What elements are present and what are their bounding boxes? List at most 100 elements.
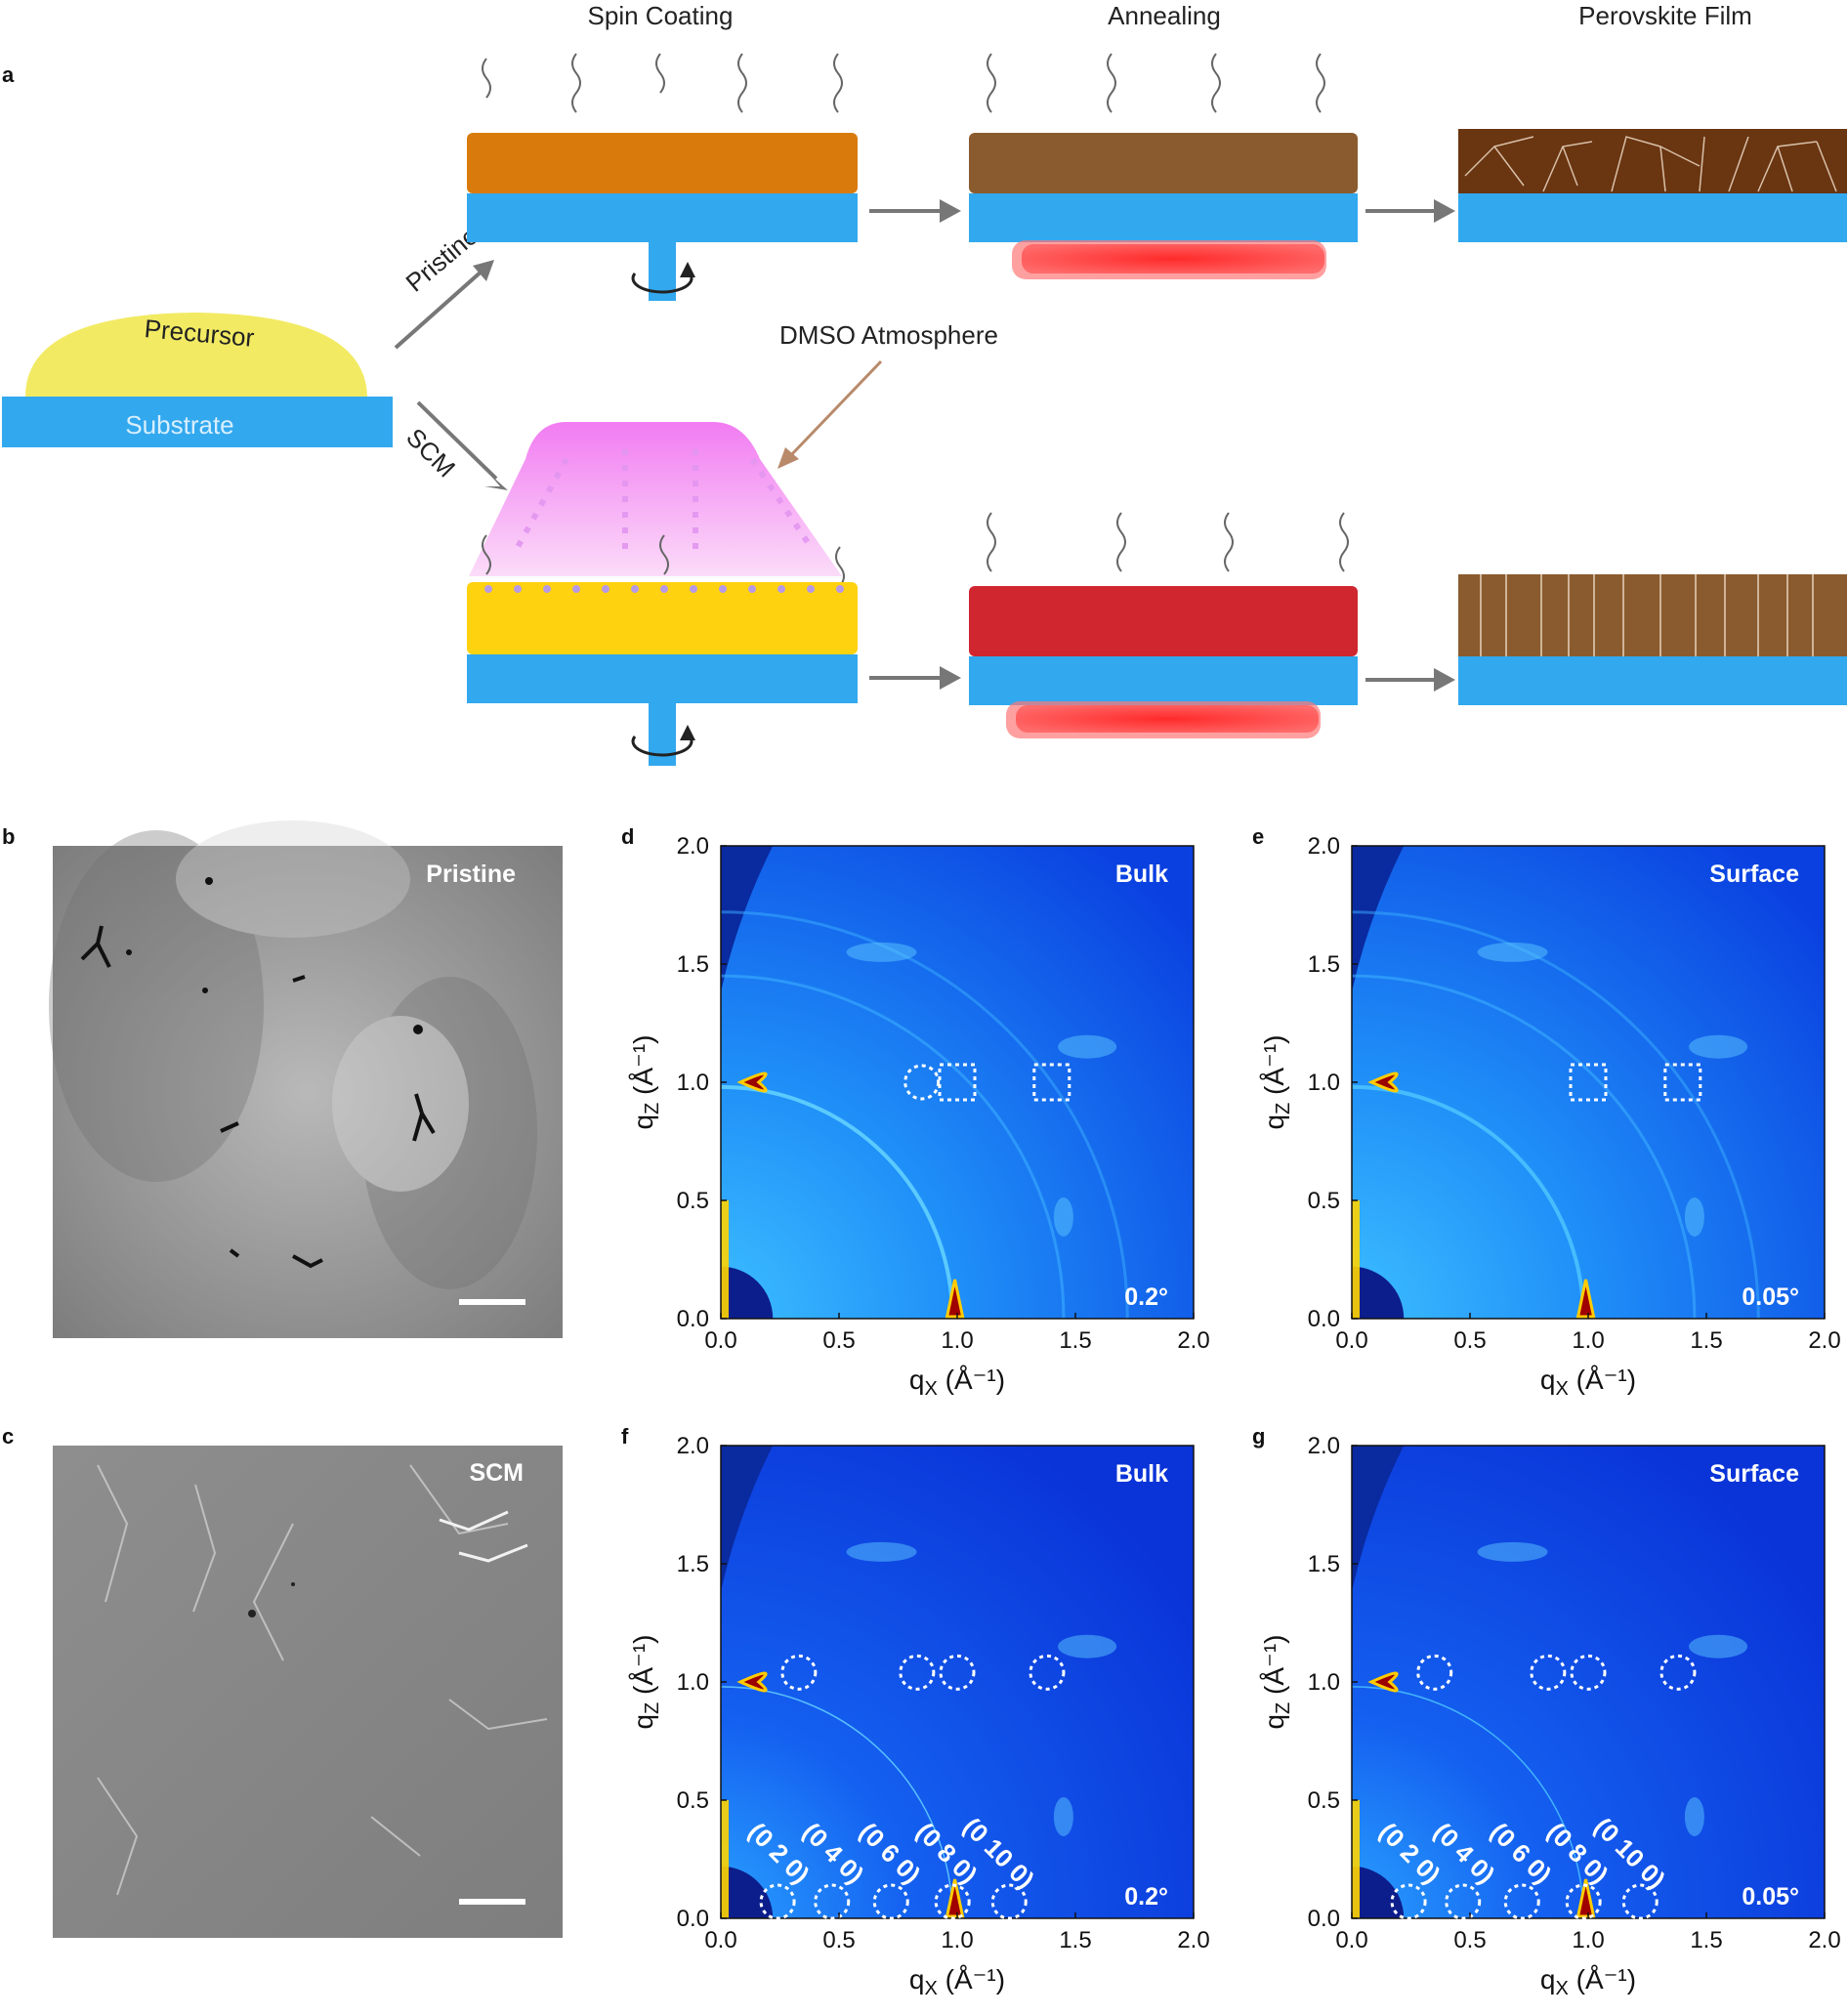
intermediate-film-layer — [467, 582, 858, 654]
sem-terraces — [97, 1464, 548, 1896]
dmso-cone — [469, 422, 842, 576]
perovskite-film-pristine — [1458, 129, 1847, 242]
heatmap-image — [721, 846, 1194, 1319]
roi-circle-marker — [759, 1883, 796, 1920]
roi-circle-marker — [1565, 1883, 1602, 1920]
y-tick-label: 1.0 — [677, 1070, 709, 1096]
x-tick-label: 1.5 — [1059, 1927, 1091, 1953]
heatmap-image — [1352, 1446, 1825, 1918]
peak-spot — [945, 1279, 965, 1319]
diffuse-spot — [1053, 1197, 1073, 1237]
x-tick-label: 1.5 — [1690, 1327, 1722, 1354]
x-tick-label: 0.5 — [1453, 1327, 1486, 1354]
substrate-label: Substrate — [125, 410, 233, 440]
x-tick-label: 1.0 — [941, 1927, 973, 1953]
x-tick-label: 1.0 — [1572, 1327, 1604, 1354]
y-axis-label: qZ (Å⁻¹) — [628, 1634, 663, 1729]
panel-label-c: c — [2, 1424, 14, 1449]
y-tick-label: 0.0 — [1308, 1306, 1340, 1332]
arrow-scm — [416, 400, 498, 481]
y-tick-label: 1.5 — [1308, 1551, 1340, 1577]
beamstop — [721, 1866, 774, 1918]
diffuse-spot — [1058, 1634, 1117, 1659]
y-tick-label: 1.0 — [677, 1669, 709, 1696]
scale-bar — [459, 1299, 525, 1305]
y-tick-label: 2.0 — [677, 833, 709, 860]
peak-spot — [1367, 1671, 1399, 1693]
x-tick-label: 2.0 — [1808, 1927, 1840, 1953]
specular-edge — [721, 1800, 729, 1918]
x-tick-label: 1.5 — [1059, 1327, 1091, 1354]
diffuse-spot — [1684, 1197, 1704, 1237]
panel-label-a: a — [2, 63, 15, 87]
x-tick-label: 2.0 — [1177, 1927, 1209, 1953]
roi-circle-marker — [934, 1883, 971, 1920]
roi-circle-marker — [1530, 1654, 1567, 1691]
x-axis-label: qX (Å⁻¹) — [1540, 1365, 1636, 1400]
roi-circle-marker — [780, 1654, 818, 1691]
diffraction-ring — [1352, 974, 1697, 1319]
step-annealing: Annealing — [1108, 1, 1221, 30]
rotation-arrow-icon — [631, 733, 693, 757]
columnar-film-layer — [1458, 574, 1847, 656]
region-label: Bulk — [1115, 1460, 1168, 1488]
spin-coating-pristine — [467, 53, 858, 301]
giwaxs-panel-d: 0.0 0.5 1.0 1.5 2.0 0.0 0.5 1.0 1.5 2.0 qX (Å⁻¹) qZ… — [621, 824, 1210, 1400]
x-tick-label: 0.0 — [1335, 1327, 1367, 1354]
incidence-angle-label: 0.2° — [1124, 1883, 1168, 1911]
x-tick-label: 0.0 — [704, 1927, 736, 1953]
sem-bright-edges — [439, 1510, 528, 1563]
peak-spot — [1575, 1279, 1596, 1319]
pristine-row — [467, 53, 1847, 301]
panel-label-b: b — [2, 824, 15, 849]
roi-square-marker — [1663, 1063, 1702, 1102]
roi-circle-marker — [1570, 1654, 1607, 1691]
y-tick-label: 2.0 — [1308, 833, 1340, 860]
diffuse-spot — [846, 1541, 917, 1562]
x-tick-label: 0.0 — [1335, 1927, 1367, 1953]
heatmap-signal-region — [1352, 846, 1825, 1319]
roi-square-marker — [1569, 1063, 1608, 1102]
arrow-right-icon — [940, 199, 961, 223]
annealed-intermediate-layer — [969, 586, 1358, 656]
y-tick-label: 1.5 — [1308, 951, 1340, 978]
spin-coating-scm — [467, 422, 858, 766]
heatmap-signal-region — [721, 1446, 1194, 1918]
panel-label-e: e — [1252, 824, 1264, 849]
y-axis-label: qZ (Å⁻¹) — [1259, 1634, 1294, 1729]
roi-circle-marker — [903, 1064, 941, 1101]
sem-image-scm — [53, 1446, 563, 1938]
diffraction-ring — [721, 1084, 955, 1319]
heatmap-signal-region — [1352, 1446, 1825, 1918]
annealing-scm — [969, 512, 1358, 738]
precursor-substrate: Precursor Substrate — [2, 313, 393, 447]
diffuse-spot — [1684, 1796, 1704, 1836]
giwaxs-panel-e: 0.0 0.5 1.0 1.5 2.0 0.0 0.5 1.0 1.5 2.0 qX (Å⁻¹) qZ… — [1252, 824, 1841, 1400]
precursor-drop — [25, 313, 367, 397]
roi-circle-marker — [1390, 1883, 1427, 1920]
dmso-pointer — [787, 359, 883, 459]
scale-bar — [459, 1899, 525, 1905]
roi-circle-marker — [814, 1883, 851, 1920]
roi-circle-marker — [990, 1883, 1028, 1920]
sem-tag-pristine: Pristine — [426, 861, 516, 888]
diffuse-spot — [1689, 1634, 1748, 1659]
x-tick-label: 1.0 — [1572, 1927, 1604, 1953]
step-spin-coating: Spin Coating — [588, 1, 734, 30]
beamstop — [1352, 1866, 1405, 1918]
arrow-pristine — [394, 268, 485, 350]
roi-square-marker — [1032, 1063, 1071, 1102]
panel-b: b Pristine — [2, 820, 563, 1338]
peak-spot — [736, 1071, 768, 1093]
y-tick-label: 0.5 — [677, 1188, 709, 1214]
diffraction-ring — [1352, 1084, 1586, 1319]
roi-circle-marker — [939, 1654, 976, 1691]
y-tick-label: 2.0 — [677, 1433, 709, 1459]
heatmap-image — [1352, 846, 1825, 1319]
rotation-arrow-icon — [631, 270, 693, 294]
roi-circle-marker — [1445, 1883, 1482, 1920]
diffraction-ring — [721, 1686, 953, 1918]
wet-film-layer — [467, 133, 858, 193]
panel-label-d: d — [621, 824, 634, 849]
incidence-angle-label: 0.05° — [1742, 1283, 1799, 1311]
